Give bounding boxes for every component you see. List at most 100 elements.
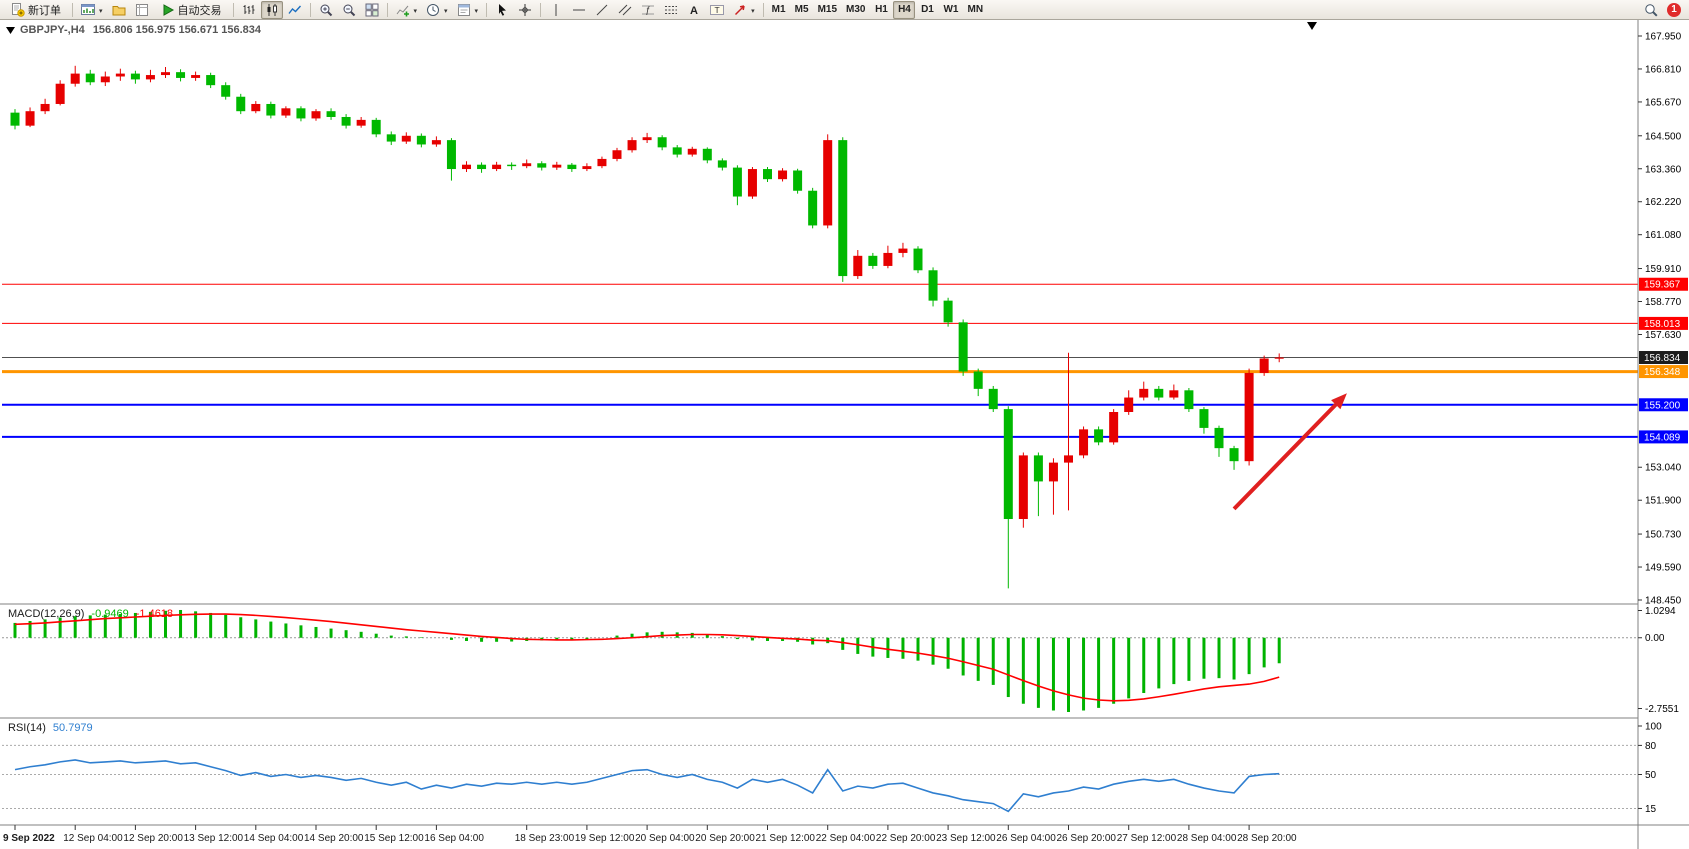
vertical-line-button[interactable] bbox=[545, 1, 567, 19]
candle-body bbox=[236, 96, 246, 112]
price-label-bg bbox=[1639, 430, 1688, 444]
tile-windows-button[interactable] bbox=[361, 1, 383, 19]
notifications-badge[interactable]: 1 bbox=[1667, 2, 1681, 17]
arrow-tool-icon bbox=[735, 4, 745, 15]
timeframe-label: H4 bbox=[898, 4, 911, 15]
cursor-button[interactable] bbox=[491, 1, 513, 19]
chart-menu-arrow[interactable] bbox=[6, 27, 15, 34]
candle-body bbox=[1018, 455, 1028, 520]
timeframe-m1-button[interactable]: M1 bbox=[768, 1, 790, 19]
search-button[interactable] bbox=[1640, 1, 1662, 19]
indicators-button[interactable] bbox=[392, 1, 422, 19]
candle-body bbox=[161, 72, 170, 76]
candle-body bbox=[25, 111, 35, 126]
svg-text:ƒ: ƒ bbox=[646, 5, 651, 15]
trend-arrow-head[interactable] bbox=[1331, 393, 1347, 410]
horizontal-line-button[interactable] bbox=[568, 1, 590, 19]
rsi-line bbox=[14, 759, 1280, 813]
candle-body bbox=[55, 83, 65, 104]
candle-body bbox=[1184, 390, 1194, 410]
candle-body bbox=[1199, 409, 1209, 428]
candle-body bbox=[1048, 462, 1058, 482]
text-tool-button[interactable]: A bbox=[683, 1, 705, 19]
candle-chart-button[interactable] bbox=[260, 0, 283, 19]
candle-body bbox=[853, 255, 863, 277]
time-label: 12 Sep 20:00 bbox=[123, 833, 183, 844]
timeframe-m15-button[interactable]: M15 bbox=[814, 1, 841, 19]
time-label: 27 Sep 12:00 bbox=[1117, 833, 1177, 844]
cycle-lines-button[interactable] bbox=[660, 1, 682, 19]
timeframe-h4-button[interactable]: H4 bbox=[893, 0, 916, 19]
zoom-out-button[interactable] bbox=[338, 1, 360, 19]
new-order-button[interactable]: 新订单 bbox=[4, 1, 68, 19]
new-order-icon bbox=[12, 2, 25, 17]
text-label-icon: T bbox=[710, 4, 725, 15]
trendline-button[interactable] bbox=[591, 1, 613, 19]
zoom-out-icon bbox=[343, 4, 355, 16]
timeframe-label: W1 bbox=[943, 4, 959, 15]
candle-body bbox=[717, 160, 727, 168]
candle-body bbox=[1109, 412, 1119, 443]
templates-button[interactable] bbox=[453, 1, 483, 19]
timeframe-mn-button[interactable]: MN bbox=[963, 1, 987, 19]
timeframe-d1-button[interactable]: D1 bbox=[916, 1, 938, 19]
candle-body bbox=[386, 134, 396, 142]
candle-body bbox=[763, 169, 772, 180]
time-label: 19 Sep 12:00 bbox=[575, 833, 635, 844]
candle-body bbox=[431, 140, 441, 145]
trend-arrow[interactable] bbox=[1232, 403, 1338, 511]
candle-body bbox=[612, 150, 622, 159]
price-tick-label: 153.040 bbox=[1645, 463, 1682, 474]
price-tick-label: 150.730 bbox=[1645, 530, 1682, 541]
price-tick-label: 158.770 bbox=[1645, 297, 1682, 308]
price-label-bg bbox=[1639, 316, 1688, 330]
channel-button[interactable] bbox=[614, 1, 636, 19]
zoom-in-button[interactable] bbox=[315, 1, 337, 19]
price-label: 156.834 bbox=[1644, 353, 1681, 364]
timeframe-w1-button[interactable]: W1 bbox=[939, 1, 962, 19]
candle-body bbox=[1274, 357, 1284, 359]
scroll-to-end-marker[interactable] bbox=[1307, 22, 1317, 30]
crosshair-button[interactable] bbox=[514, 1, 536, 19]
candle-body bbox=[281, 108, 291, 116]
candle-body bbox=[1064, 455, 1073, 463]
rsi-header: RSI(14) 50.7979 bbox=[8, 722, 93, 734]
periods-button[interactable] bbox=[422, 1, 452, 19]
candle-body bbox=[296, 108, 306, 119]
timeframe-label: M1 bbox=[771, 4, 786, 15]
label-tool-button[interactable]: T bbox=[706, 1, 728, 19]
time-label: 16 Sep 04:00 bbox=[424, 833, 484, 844]
candle-body bbox=[1079, 429, 1089, 456]
time-label: 14 Sep 04:00 bbox=[244, 833, 304, 844]
autotrading-play-icon bbox=[163, 3, 174, 16]
candle-body bbox=[326, 111, 336, 117]
candle-body bbox=[492, 164, 502, 170]
candle-body bbox=[341, 116, 351, 126]
candle-body bbox=[1094, 429, 1104, 443]
fibonacci-button[interactable]: ƒ bbox=[637, 1, 659, 19]
indicators-icon bbox=[396, 5, 409, 16]
candle-body bbox=[567, 164, 577, 170]
candle-body bbox=[913, 248, 923, 271]
candle-body bbox=[371, 119, 381, 135]
data-window-button[interactable] bbox=[131, 1, 153, 19]
autotrading-button[interactable]: 自动交易 bbox=[154, 1, 229, 19]
bar-chart-button[interactable] bbox=[238, 1, 260, 19]
arrows-tool-button[interactable] bbox=[729, 1, 759, 19]
toolbar-right-tools: 1 bbox=[1640, 1, 1681, 19]
new-chart-button[interactable] bbox=[77, 1, 107, 19]
timeframe-h1-button[interactable]: H1 bbox=[870, 1, 892, 19]
candle-body bbox=[552, 164, 562, 168]
notification-count: 1 bbox=[1671, 4, 1677, 15]
macd-scale-label: 1.0294 bbox=[1645, 606, 1676, 617]
chart-window-icon bbox=[81, 3, 95, 15]
timeframe-m30-button[interactable]: M30 bbox=[842, 1, 869, 19]
timeframe-m5-button[interactable]: M5 bbox=[791, 1, 813, 19]
candle-body bbox=[401, 135, 411, 142]
profiles-button[interactable] bbox=[108, 1, 130, 19]
time-label: 21 Sep 12:00 bbox=[756, 833, 816, 844]
cursor-icon bbox=[499, 3, 507, 16]
line-chart-button[interactable] bbox=[284, 1, 306, 19]
price-label: 154.089 bbox=[1644, 432, 1681, 443]
candle-body bbox=[115, 73, 125, 77]
